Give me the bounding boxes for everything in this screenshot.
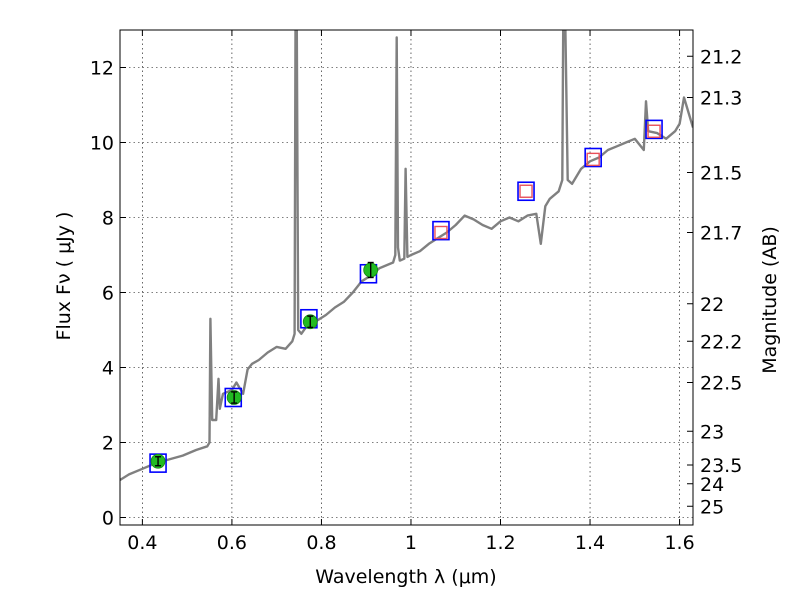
y-tick-label: 2 xyxy=(102,433,114,455)
magnitude-tick-label: 22.2 xyxy=(700,331,742,353)
magnitude-tick-label: 24 xyxy=(700,474,724,496)
upper-photometry-box xyxy=(647,124,661,138)
y-axis-left: 0 2 4 6 8 10 12 xyxy=(90,58,126,530)
x-tick-label: 1.2 xyxy=(485,532,515,554)
upper-photometry-box xyxy=(586,152,600,167)
x-axis: 0.4 0.6 0.8 1 1.2 1.4 1.6 xyxy=(127,30,695,554)
magnitude-tick-label: 21.2 xyxy=(700,46,742,68)
magnitude-tick-label: 21.3 xyxy=(700,88,742,110)
magnitude-tick-label: 25 xyxy=(700,496,724,518)
model-photometry-box xyxy=(584,147,602,168)
y-tick-label: 10 xyxy=(90,133,114,155)
magnitude-tick-label: 22 xyxy=(700,294,724,316)
y-tick-label: 6 xyxy=(102,283,114,305)
x-tick-label: 0.6 xyxy=(217,532,247,554)
magnitude-tick-label: 22.5 xyxy=(700,373,742,395)
spectrum-line xyxy=(120,30,693,482)
magnitude-tick-label: 21.5 xyxy=(700,163,742,185)
y-axis-title: Flux Fν ( μJy ) xyxy=(53,212,75,341)
model-photometry-box xyxy=(645,119,663,140)
magnitude-tick-label: 21.7 xyxy=(700,223,742,245)
plot-frame xyxy=(119,29,694,526)
magnitude-tick-label: 23 xyxy=(700,421,724,443)
y-tick-label: 12 xyxy=(90,58,114,80)
y-tick-label: 4 xyxy=(102,358,114,380)
x-tick-label: 1.6 xyxy=(664,532,694,554)
upper-photometry-box xyxy=(434,225,448,240)
grid-lines xyxy=(120,30,693,525)
photometry-layer xyxy=(149,119,663,473)
magnitude-tick-label: 23.5 xyxy=(700,455,742,477)
x-tick-label: 0.4 xyxy=(127,532,157,554)
y-tick-label: 8 xyxy=(102,208,114,230)
y2-axis-title: Magnitude (AB) xyxy=(759,226,781,374)
upper-photometry-box xyxy=(519,184,533,198)
model-photometry-box xyxy=(432,220,450,241)
x-axis-title: Wavelength λ (μm) xyxy=(315,566,496,588)
x-tick-label: 0.8 xyxy=(306,532,336,554)
x-tick-label: 1 xyxy=(405,532,417,554)
model-photometry-box xyxy=(517,181,535,202)
x-tick-label: 1.4 xyxy=(575,532,605,554)
spectrum-layer xyxy=(120,30,693,482)
y-tick-label: 0 xyxy=(102,508,114,530)
